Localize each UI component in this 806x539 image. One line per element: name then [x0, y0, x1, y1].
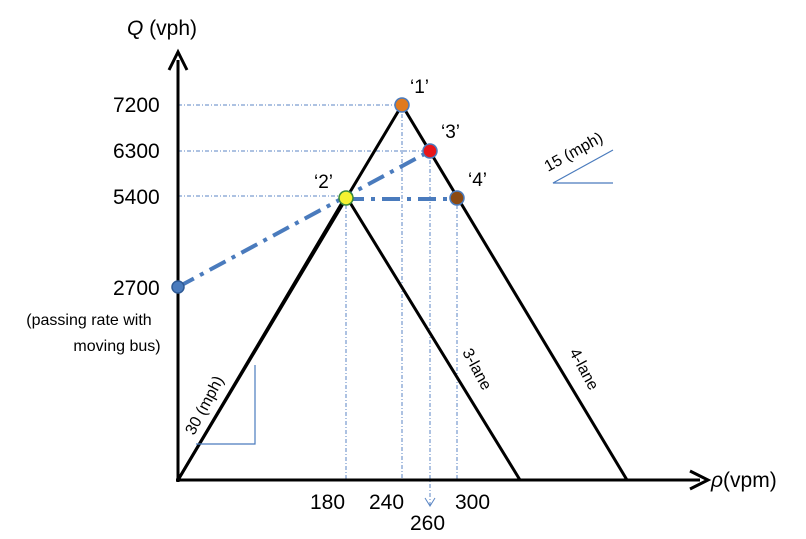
label-point-3: ‘3’: [441, 122, 460, 143]
y-axis-var: Q: [127, 17, 143, 40]
x-tick-260: 260: [410, 512, 445, 535]
x-tick-240: 240: [369, 491, 404, 514]
guide-lines: [178, 104, 458, 505]
y-tick-2700: 2700: [113, 277, 160, 300]
bus-lines: [177, 149, 456, 289]
label-point-4: ‘4’: [468, 170, 487, 191]
point-2: [338, 190, 354, 206]
y-axis-label: Q (vph): [127, 17, 197, 40]
y-note-line1: (passing rate with: [26, 312, 151, 329]
point-2700: [171, 280, 185, 294]
axes: [176, 60, 700, 482]
y-tick-5400: 5400: [113, 186, 160, 209]
y-tick-6300: 6300: [113, 140, 160, 163]
y-axis-unit: (vph): [143, 17, 197, 40]
slope-triangle-right: [552, 149, 614, 184]
slope-right-label: 15 (mph): [542, 130, 606, 176]
x-axis-var: ρ: [710, 469, 723, 492]
point-3: [422, 143, 438, 159]
y-axis-arrow-icon: [167, 48, 189, 71]
x-axis-label: ρ(vpm): [710, 469, 777, 492]
x-tick-180: 180: [310, 491, 345, 514]
slope-triangle-left: [196, 365, 256, 445]
y-tick-7200: 7200: [113, 94, 160, 117]
arrow-260-icon: [424, 497, 436, 507]
three-lane-triangle: [176, 193, 522, 481]
point-1: [394, 97, 410, 113]
point-4: [449, 190, 465, 206]
label-point-1: ‘1’: [410, 77, 429, 98]
label-point-2: ‘2’: [314, 172, 333, 193]
x-axis-arrow-icon: [689, 469, 712, 491]
bus-passing-line: [177, 149, 431, 289]
x-tick-300: 300: [455, 491, 490, 514]
y-note-line2: moving bus): [73, 338, 160, 355]
x-axis-unit: (vpm): [723, 469, 777, 492]
